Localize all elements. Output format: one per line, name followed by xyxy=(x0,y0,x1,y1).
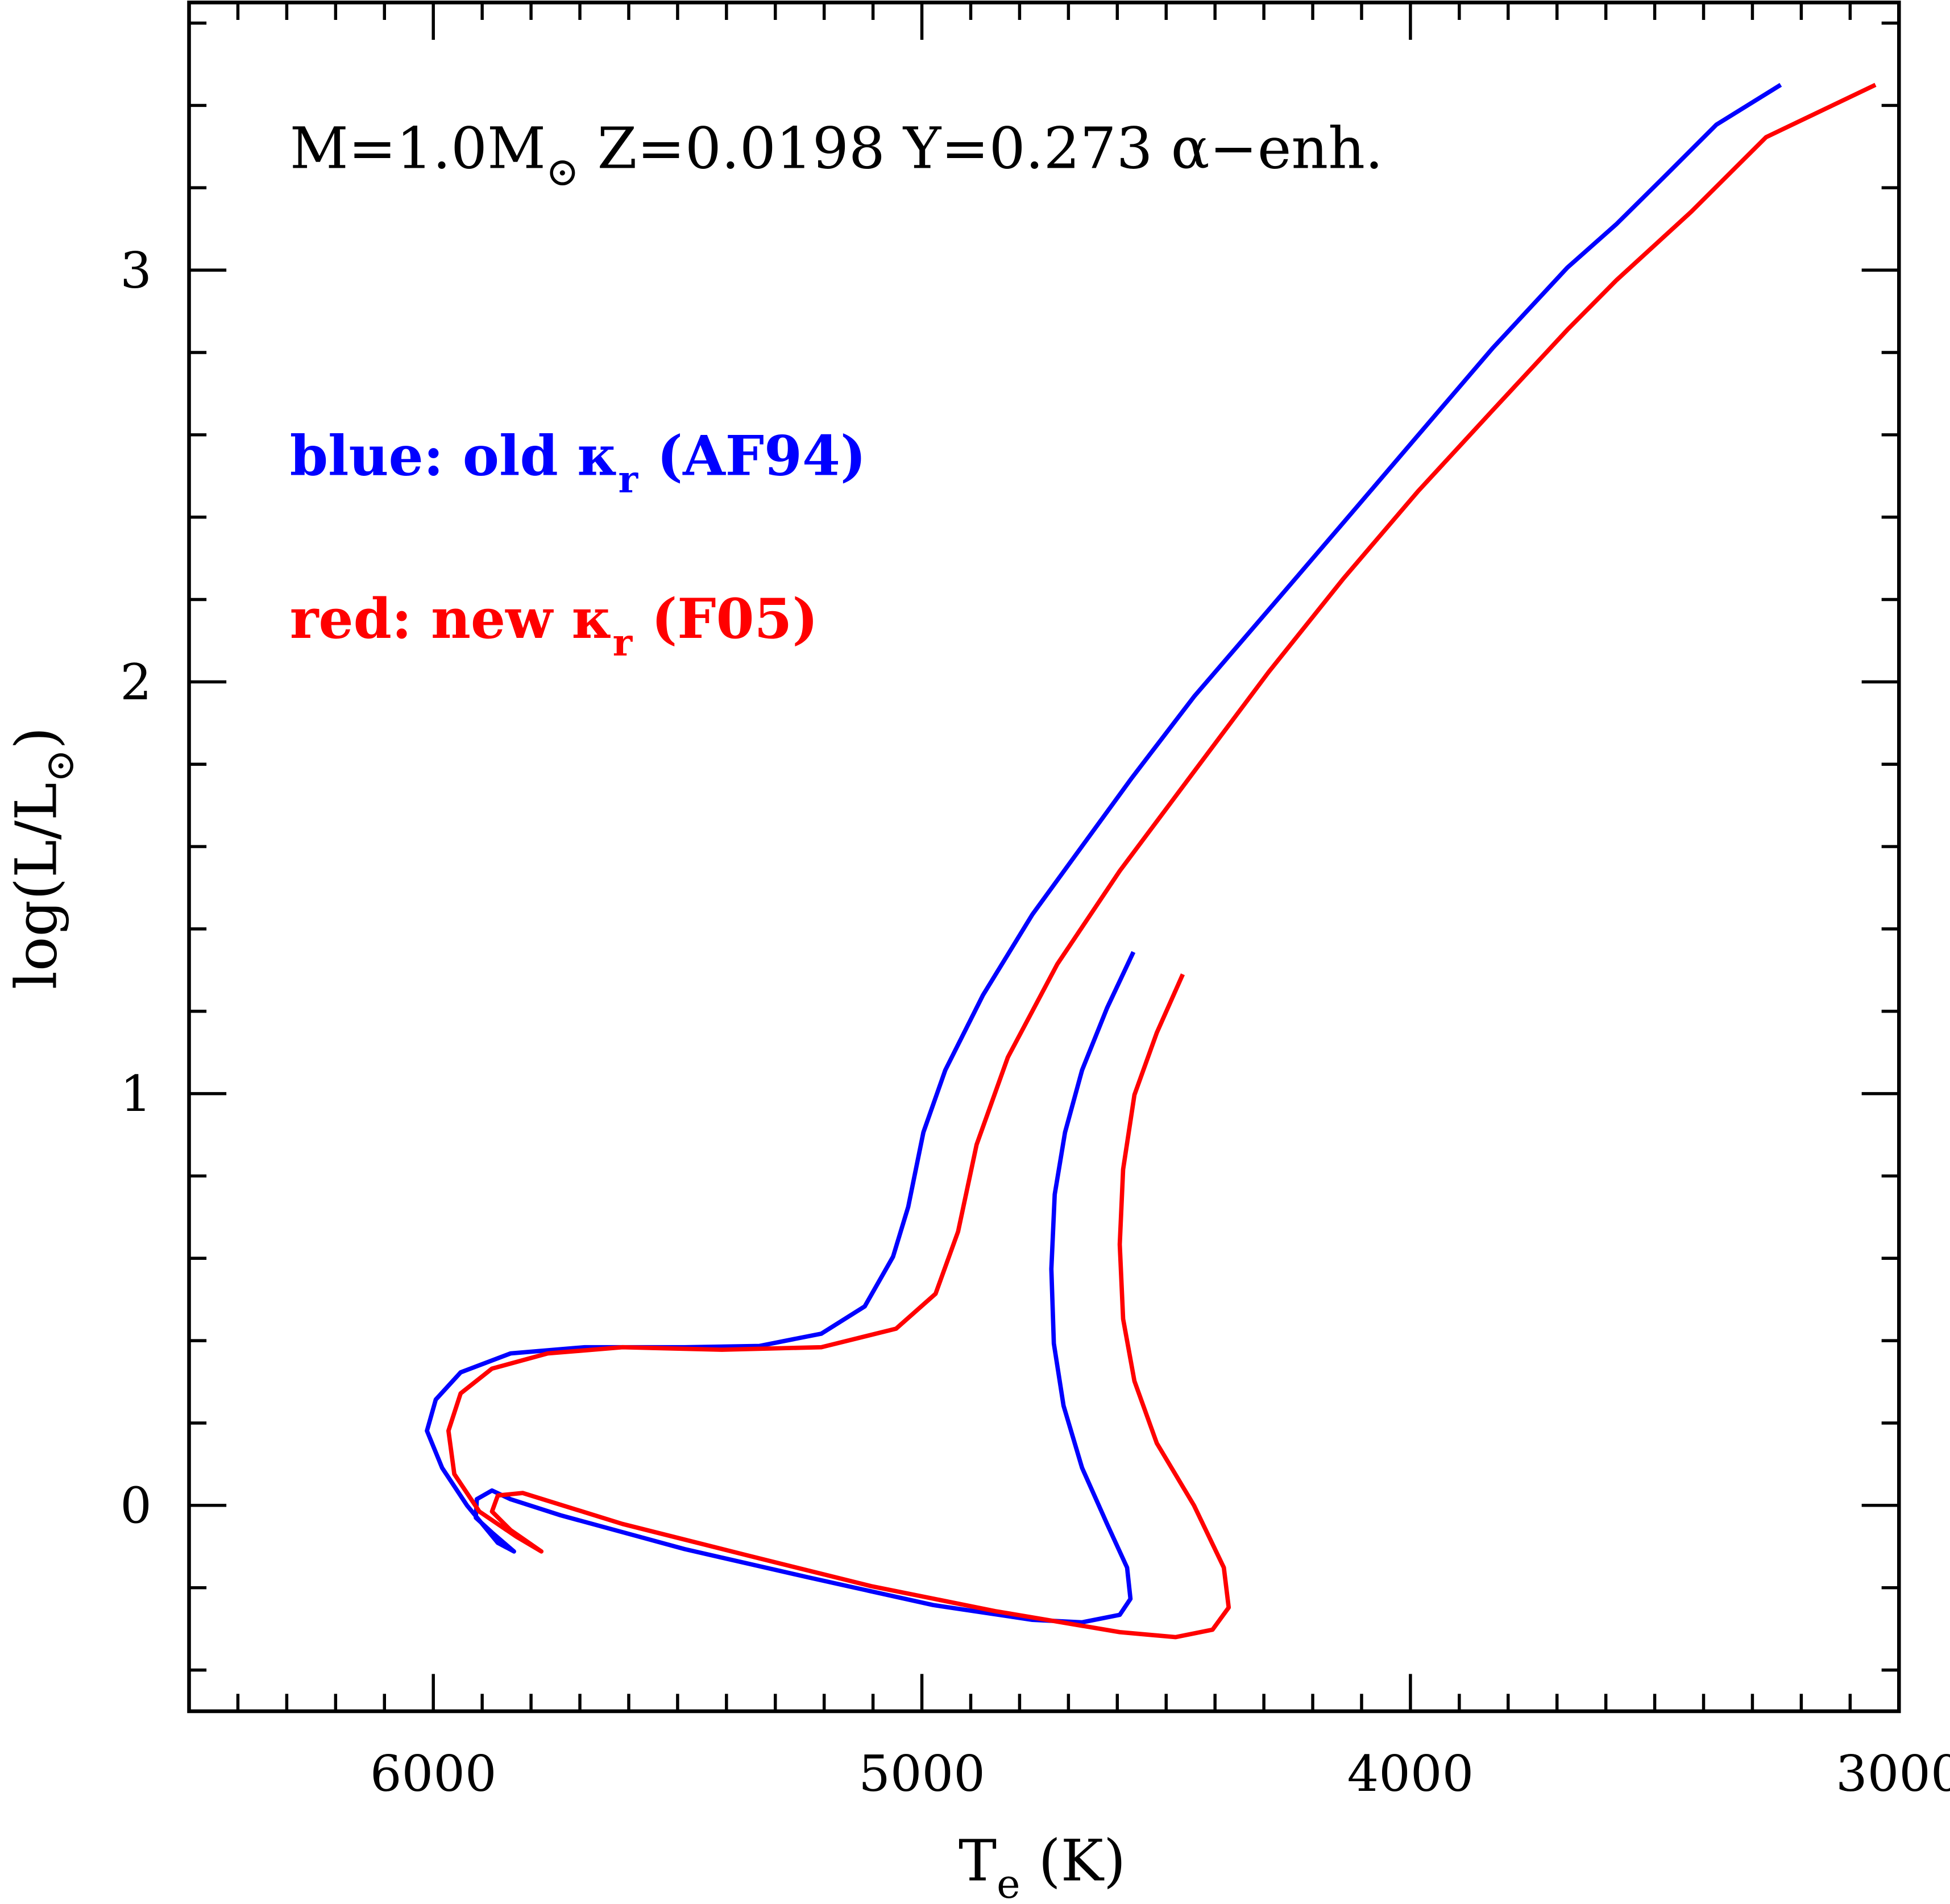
x-label-sub: e xyxy=(997,1861,1020,1904)
legend-text: red: new κ xyxy=(290,587,613,651)
y-tick-label: 2 xyxy=(120,653,152,711)
legend-sub: r xyxy=(618,458,638,501)
legend-text: (AF94) xyxy=(638,424,866,488)
annotation-sub: ⊙ xyxy=(546,148,579,195)
x-tick-label: 4000 xyxy=(1347,1745,1474,1803)
x-axis-label: Te (K) xyxy=(959,1827,1126,1904)
y-tick-label: 3 xyxy=(120,242,152,300)
y-label-sub: ⊙ xyxy=(36,749,83,783)
y-tick-label: 0 xyxy=(120,1476,152,1534)
legend-text: (F05) xyxy=(632,587,818,651)
annotation-text: M=1.0M xyxy=(290,115,546,181)
x-tick-label: 6000 xyxy=(370,1745,497,1803)
y-axis-label: log(L/L⊙) xyxy=(3,727,83,989)
y-label-text: ) xyxy=(3,727,69,749)
series-line xyxy=(446,82,1877,1640)
series-line xyxy=(425,82,1782,1625)
x-tick-label: 5000 xyxy=(858,1745,985,1803)
legend-entry: red: new κr (F05) xyxy=(290,587,818,665)
annotation: M=1.0M⊙ Z=0.0198 Y=0.273 α−enh. xyxy=(290,115,1383,195)
annotation-text: Z=0.0198 Y=0.273 α−enh. xyxy=(579,115,1383,181)
x-label-text: T xyxy=(959,1827,997,1894)
x-tick-label: 3000 xyxy=(1836,1745,1950,1803)
legend-entry: blue: old κr (AF94) xyxy=(290,424,866,502)
legend-sub: r xyxy=(613,621,633,665)
legend-text: blue: old κ xyxy=(290,424,619,488)
x-label-text: (K) xyxy=(1020,1827,1126,1894)
y-label-text: log(L/L xyxy=(3,782,69,989)
y-tick-label: 1 xyxy=(120,1065,152,1123)
plot-frame xyxy=(187,1,1901,1714)
